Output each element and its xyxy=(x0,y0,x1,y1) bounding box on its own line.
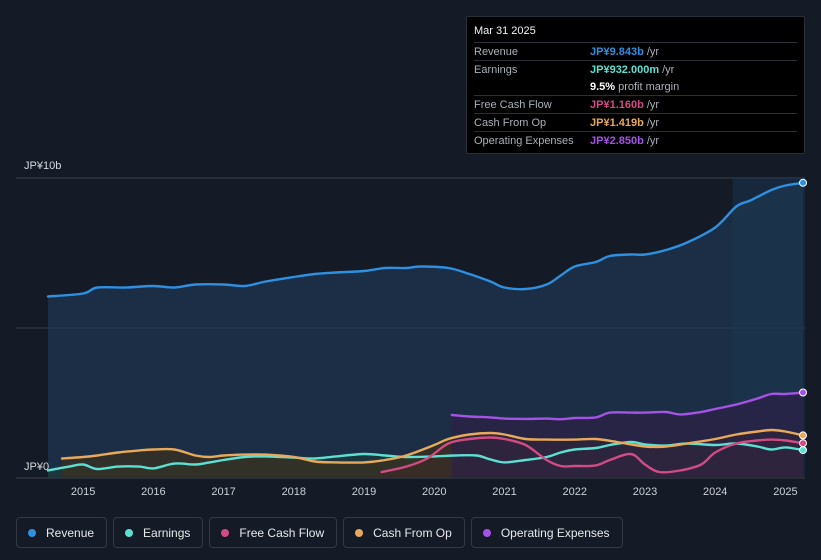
x-tick-2019: 2019 xyxy=(352,486,376,498)
x-tick-2023: 2023 xyxy=(633,486,657,498)
tooltip-label: Earnings xyxy=(474,63,518,76)
free-cash-flow-line xyxy=(380,436,805,474)
tooltip-label: Cash From Op xyxy=(474,116,547,129)
tooltip-value: JP¥9.843b xyxy=(590,45,644,58)
tooltip-row-cash-from-op: Cash From Op JP¥1.419b /yr xyxy=(474,113,797,131)
y-axis-bottom-label: JP¥0 xyxy=(24,461,49,473)
legend-item-earnings[interactable]: Earnings xyxy=(113,517,204,548)
tooltip-value: JP¥1.419b xyxy=(590,116,644,129)
x-tick-2017: 2017 xyxy=(211,486,235,498)
x-tick-2016: 2016 xyxy=(141,486,165,498)
operating-expenses-endpoint[interactable] xyxy=(799,388,807,397)
tooltip-row-profit-margin: 9.5% profit margin xyxy=(474,78,797,95)
cash-from-op-line xyxy=(60,428,805,464)
tooltip-value: 9.5% xyxy=(590,80,616,93)
legend-dot-icon xyxy=(221,528,230,537)
x-tick-2015: 2015 xyxy=(71,486,95,498)
legend-label: Earnings xyxy=(143,525,191,540)
tooltip-unit: /yr xyxy=(646,45,660,58)
tooltip-row-revenue: Revenue JP¥9.843b /yr xyxy=(474,42,797,60)
x-tick-2020: 2020 xyxy=(422,486,446,498)
tooltip-row-operating-expenses: Operating Expenses JP¥2.850b /yr xyxy=(474,131,797,149)
revenue-line xyxy=(46,181,805,298)
legend-item-revenue[interactable]: Revenue xyxy=(16,517,108,548)
chart-legend: Revenue Earnings Free Cash Flow Cash Fro… xyxy=(16,517,623,548)
tooltip-label: Revenue xyxy=(474,45,519,58)
tooltip-date: Mar 31 2025 xyxy=(474,25,536,37)
free-cash-flow-endpoint[interactable] xyxy=(799,439,807,448)
series-layer xyxy=(46,178,807,479)
legend-dot-icon xyxy=(125,528,134,537)
tooltip-row-earnings: Earnings JP¥932.000m /yr xyxy=(474,60,797,78)
tooltip-unit: /yr xyxy=(646,134,660,147)
legend-label: Operating Expenses xyxy=(500,525,610,540)
data-tooltip: Mar 31 2025 Revenue JP¥9.843b /yr Earnin… xyxy=(466,16,805,154)
tooltip-label: Operating Expenses xyxy=(474,134,574,147)
operating-expenses-line xyxy=(450,391,805,421)
operating-expenses-area xyxy=(451,392,803,478)
tooltip-label: Free Cash Flow xyxy=(474,98,552,111)
legend-label: Cash From Op xyxy=(373,525,452,540)
tooltip-row-free-cash-flow: Free Cash Flow JP¥1.160b /yr xyxy=(474,95,797,113)
x-tick-2025: 2025 xyxy=(773,486,797,498)
legend-dot-icon xyxy=(28,528,36,537)
x-tick-2024: 2024 xyxy=(703,486,727,498)
tooltip-unit: /yr xyxy=(646,98,660,111)
tooltip-value: JP¥2.850b xyxy=(590,134,644,147)
legend-item-free-cash-flow[interactable]: Free Cash Flow xyxy=(209,517,338,548)
financial-chart: 2015 2016 2017 2018 2019 2020 2021 2022 2023 2024… xyxy=(16,160,807,498)
legend-item-operating-expenses[interactable]: Operating Expenses xyxy=(470,517,623,548)
legend-label: Revenue xyxy=(46,525,95,540)
legend-dot-icon xyxy=(355,528,364,537)
x-tick-2022: 2022 xyxy=(563,486,587,498)
tooltip-value: JP¥932.000m xyxy=(590,63,660,76)
x-tick-2018: 2018 xyxy=(282,486,306,498)
tooltip-unit: /yr xyxy=(646,116,660,129)
tooltip-unit: profit margin xyxy=(618,80,680,93)
tooltip-unit: /yr xyxy=(662,63,675,76)
cash-from-op-endpoint[interactable] xyxy=(799,431,807,440)
x-axis-ticks: 2015 2016 2017 2018 2019 2020 2021 2022 2023 2024… xyxy=(71,486,798,498)
legend-item-cash-from-op[interactable]: Cash From Op xyxy=(343,517,465,548)
earnings-endpoint[interactable] xyxy=(799,446,807,455)
y-axis-top-label: JP¥10b xyxy=(24,160,61,172)
revenue-endpoint[interactable] xyxy=(799,178,807,187)
legend-label: Free Cash Flow xyxy=(239,525,325,540)
revenue-area xyxy=(48,182,803,479)
tooltip-value: JP¥1.160b xyxy=(590,98,644,111)
x-tick-2021: 2021 xyxy=(492,486,516,498)
legend-dot-icon xyxy=(482,528,491,537)
